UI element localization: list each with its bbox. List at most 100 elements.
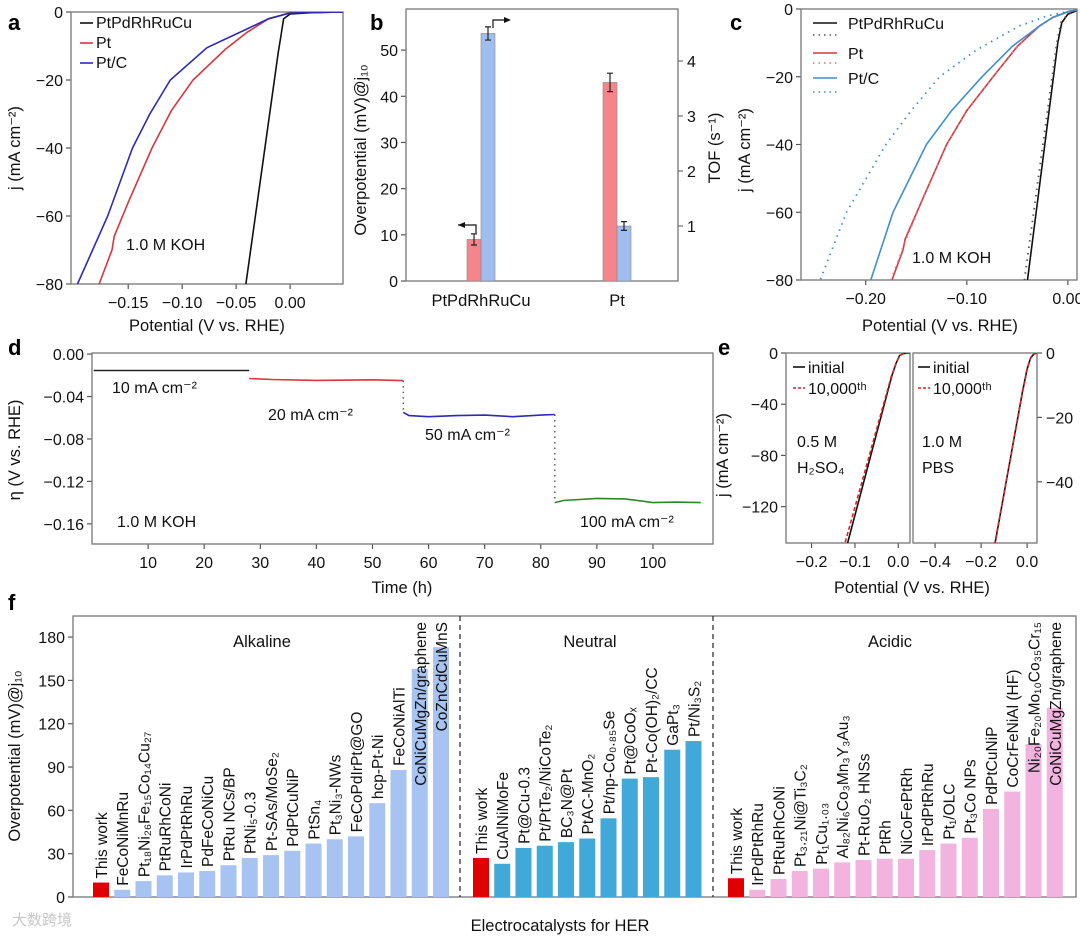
panel-label-b: b [370,10,383,35]
y-tick-label: 90 [47,760,65,777]
bar-TOF-PtPdRhRuCu [480,33,496,282]
arrow-right-icon [492,19,508,28]
x-tick-label: 0.0 [1016,554,1038,571]
x-tick-label: −0.15 [108,295,149,312]
bar-label: Pt₁₈Ni₂₆Fe₁₅Co₁₄Cu₂₇ [137,732,154,877]
y-tick-label: −40 [766,138,793,155]
bar-label: Pt-SAs/MoSe₂ [264,752,281,851]
x-tick-label: 80 [532,555,550,572]
plot-frame [91,352,714,545]
annotation: 1.0 M KOH [912,250,991,267]
series-line-10,000ᵗʰ-1 [994,353,1037,543]
bar-PdPtCuNiP [284,850,301,897]
panel-e: −0.2 −0.1 0.0 0 −40 −80 −120 initial 10,000ᵗʰ 0.5… [714,346,990,597]
bar-label: This work [729,808,746,875]
x-tick-label: 70 [476,555,494,572]
panel-label-f: f [8,590,16,615]
bar-label: PtNi₅-0.3 [243,792,260,854]
y-tick-label: 30 [380,135,398,152]
group-title: Acidic [868,633,912,651]
y-tick-label: 0 [56,890,65,907]
bar-PtRh [876,858,893,897]
x-axis-label: Time (h) [372,579,433,597]
bar-This work [93,882,109,897]
bar-IrPdPtRhRu [749,889,766,897]
y-tick-label: 150 [38,673,65,690]
bar-label: FeCoPdIrPt@GO [349,712,366,833]
bar-Pt₁₈Ni₂₆Fe₁₅Co₁₄Cu₂₇ [135,881,152,897]
bar-label: PtRuRhCoNi [772,786,789,875]
x-tick-label: 90 [588,555,606,572]
y-tick-label: −0.08 [44,432,85,449]
bar-label: This work [474,787,491,854]
bar-Overpotential-PtPdRhRuCu [466,239,482,282]
x-tick-label: −0.10 [162,295,203,312]
y-tick-label: 0 [1046,346,1055,363]
bar-label: NiCoFePtRh [899,768,916,855]
y-tick-label: 40 [380,89,398,106]
bar-label: IrPdPtRhRu [750,803,767,886]
category-label: Pt [609,292,625,310]
bar-label: PtSn₄ [307,800,324,840]
bar-label: CoZnCdCuMnS [434,622,451,731]
x-tick-label: 60 [420,555,438,572]
bar-label: Pt₁Cu₁.₀₃ [814,803,831,865]
bar-label: Pt₃Ni₃-NWs [328,754,345,835]
bar-label: Pt/PtTe₂/NiCoTe₂ [538,725,555,842]
legend-label: PtPdRhRuCu [848,16,944,33]
panel-d: 10 20 30 40 50 60 70 80 90 100 0.00 −0.04 −0.08 −0.12… [6,347,714,597]
panel-e-right: −0.4 −0.2 0.0 0 −20 −40 initial 10,000ᵗʰ 1.0 M PB… [912,346,1073,571]
bar-Pt₃.₂₁Ni@Ti₃C₂ [791,871,808,897]
x-tick-label: −0.2 [796,554,828,571]
y-tick-label-right: 3 [687,109,696,126]
legend-label: Pt [96,35,112,52]
bar-Pt@CoOₓ [621,778,638,897]
bar-label: hcp-Pt-Ni [370,735,387,800]
legend-label: PtPdRhRuCu [96,15,192,32]
y-axis-label: j (mA cm⁻²) [6,106,24,191]
y-tick-label: −40 [1046,475,1073,492]
bar-Al₈₂Ni₆Co₃Mn₃Y₃Au₃ [834,862,851,897]
y-tick-label: −60 [766,205,793,222]
bar-CoNiCuMgZn/graphene [1046,707,1063,897]
series-line-fit-1 [1023,9,1077,280]
electrolyte-label: H₂SO₄ [797,460,844,477]
bar-label: IrPdPtRhRu [179,786,196,869]
legend-label: initial [933,360,969,377]
panel-b: 0 10 20 30 40 50 1 2 3 4 PtPdRhRuCu Pt Overpotential… [352,8,724,310]
bar-BC₃N@Pt [558,842,574,897]
bar-FeCoPdIrPt@GO [348,836,364,897]
y-axis-label: j (mA cm⁻²) [736,108,754,193]
y-tick-label: 120 [38,717,65,734]
legend-label: Pt/C [848,71,879,88]
bar-label: GaPt₃ [665,704,682,746]
series-line-Pt/C-4 [870,9,1077,280]
electrolyte-label: PBS [922,460,954,477]
y-tick-label: −40 [751,397,778,414]
category-label: PtPdRhRuCu [431,292,530,310]
y-tick-label: −20 [36,73,63,90]
bar-label: Pt₃Co NPs [963,759,980,834]
bar-label: This work [94,812,111,879]
bar-label: PtRh [878,820,895,854]
panel-label-d: d [8,335,21,360]
y-tick-label: −120 [742,500,778,517]
bar-label: CoCrFeNiAl (HF) [1005,670,1022,788]
current-density-label: 100 mA cm⁻² [580,514,674,531]
bar-PdPtCuNiP [983,808,999,897]
y-axis-label-right: TOF (s⁻¹) [706,113,724,184]
bar-FeCoNiAlTi [390,769,407,897]
y-tick-label: −20 [1046,410,1073,427]
bar-label: Pt/Ni₃S₂ [687,681,704,737]
y-tick-label: −80 [766,273,793,290]
y-tick-label: 0 [784,2,793,19]
bar-PtRu NCs/BP [220,865,237,897]
plot-frame [72,615,1077,898]
bar-label: FeCoNiMnRu [115,792,132,886]
bar-NiCoFePtRh [898,858,914,897]
x-tick-label: −0.05 [216,295,257,312]
legend-label: Pt [848,46,864,63]
bar-GaPt₃ [664,749,681,897]
